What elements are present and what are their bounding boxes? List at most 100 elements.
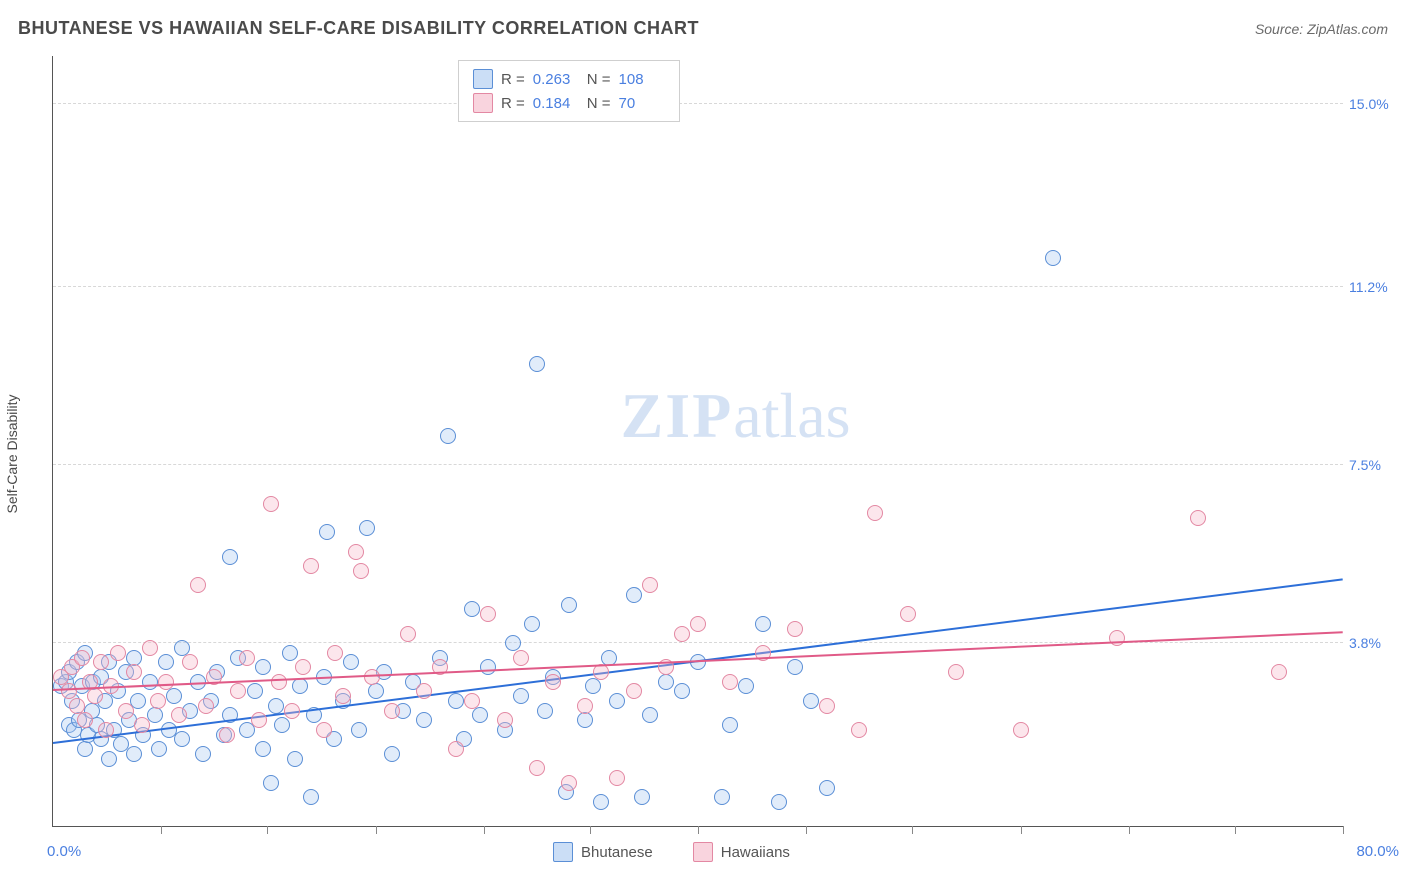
data-point (900, 606, 916, 622)
legend-series: Bhutanese Hawaiians (553, 842, 790, 862)
data-point (384, 703, 400, 719)
data-point (142, 640, 158, 656)
legend-n-label: N = (587, 71, 611, 88)
data-point (251, 712, 267, 728)
data-point (674, 626, 690, 642)
data-point (513, 688, 529, 704)
data-point (634, 789, 650, 805)
data-point (222, 549, 238, 565)
data-point (77, 741, 93, 757)
gridline-h (53, 286, 1343, 287)
data-point (819, 780, 835, 796)
y-tick-label: 3.8% (1349, 635, 1399, 651)
data-point (593, 794, 609, 810)
legend-r-label: R = (501, 71, 525, 88)
gridline-h (53, 464, 1343, 465)
data-point (448, 693, 464, 709)
y-tick-label: 11.2% (1349, 279, 1399, 295)
data-point (87, 688, 103, 704)
data-point (537, 703, 553, 719)
data-point (230, 683, 246, 699)
data-point (722, 717, 738, 733)
data-point (368, 683, 384, 699)
data-point (626, 683, 642, 699)
data-point (343, 654, 359, 670)
data-point (755, 616, 771, 632)
data-point (255, 741, 271, 757)
data-point (626, 587, 642, 603)
chart-title: BHUTANESE VS HAWAIIAN SELF-CARE DISABILI… (18, 18, 699, 39)
data-point (577, 698, 593, 714)
data-point (335, 688, 351, 704)
legend-item: Hawaiians (693, 842, 790, 862)
gridline-h (53, 103, 1343, 104)
data-point (448, 741, 464, 757)
data-point (295, 659, 311, 675)
data-point (585, 678, 601, 694)
data-point (771, 794, 787, 810)
data-point (171, 707, 187, 723)
data-point (98, 722, 114, 738)
y-tick-label: 7.5% (1349, 457, 1399, 473)
data-point (561, 597, 577, 613)
data-point (416, 712, 432, 728)
data-point (263, 775, 279, 791)
data-point (316, 722, 332, 738)
gridline-h (53, 642, 1343, 643)
data-point (271, 674, 287, 690)
x-tick (698, 826, 699, 834)
legend-series-name: Hawaiians (721, 844, 790, 861)
data-point (142, 674, 158, 690)
data-point (480, 606, 496, 622)
x-tick (1129, 826, 1130, 834)
data-point (658, 674, 674, 690)
legend-swatch (473, 69, 493, 89)
y-tick-label: 15.0% (1349, 96, 1399, 112)
data-point (110, 645, 126, 661)
data-point (577, 712, 593, 728)
data-point (440, 428, 456, 444)
data-point (150, 693, 166, 709)
data-point (529, 356, 545, 372)
data-point (819, 698, 835, 714)
legend-n-value: 70 (619, 95, 665, 112)
data-point (303, 789, 319, 805)
data-point (348, 544, 364, 560)
source-prefix: Source: (1255, 21, 1307, 37)
chart-source: Source: ZipAtlas.com (1255, 21, 1388, 37)
x-tick (484, 826, 485, 834)
legend-item: Bhutanese (553, 842, 653, 862)
x-tick (1021, 826, 1022, 834)
data-point (247, 683, 263, 699)
data-point (497, 712, 513, 728)
x-max-label: 80.0% (1356, 843, 1399, 860)
legend-row: R =0.263N =108 (473, 67, 665, 91)
data-point (787, 659, 803, 675)
data-point (787, 621, 803, 637)
x-tick (267, 826, 268, 834)
data-point (714, 789, 730, 805)
data-point (416, 683, 432, 699)
data-point (472, 707, 488, 723)
data-point (359, 520, 375, 536)
watermark: ZIPatlas (621, 379, 851, 453)
data-point (690, 616, 706, 632)
watermark-zip: ZIP (621, 380, 734, 451)
x-tick (1235, 826, 1236, 834)
x-tick (912, 826, 913, 834)
data-point (166, 688, 182, 704)
data-point (400, 626, 416, 642)
data-point (319, 524, 335, 540)
data-point (255, 659, 271, 675)
data-point (287, 751, 303, 767)
data-point (327, 645, 343, 661)
data-point (948, 664, 964, 680)
data-point (126, 664, 142, 680)
y-axis-label: Self-Care Disability (4, 394, 20, 513)
data-point (93, 654, 109, 670)
data-point (219, 727, 235, 743)
data-point (738, 678, 754, 694)
data-point (642, 707, 658, 723)
data-point (101, 751, 117, 767)
x-tick (806, 826, 807, 834)
